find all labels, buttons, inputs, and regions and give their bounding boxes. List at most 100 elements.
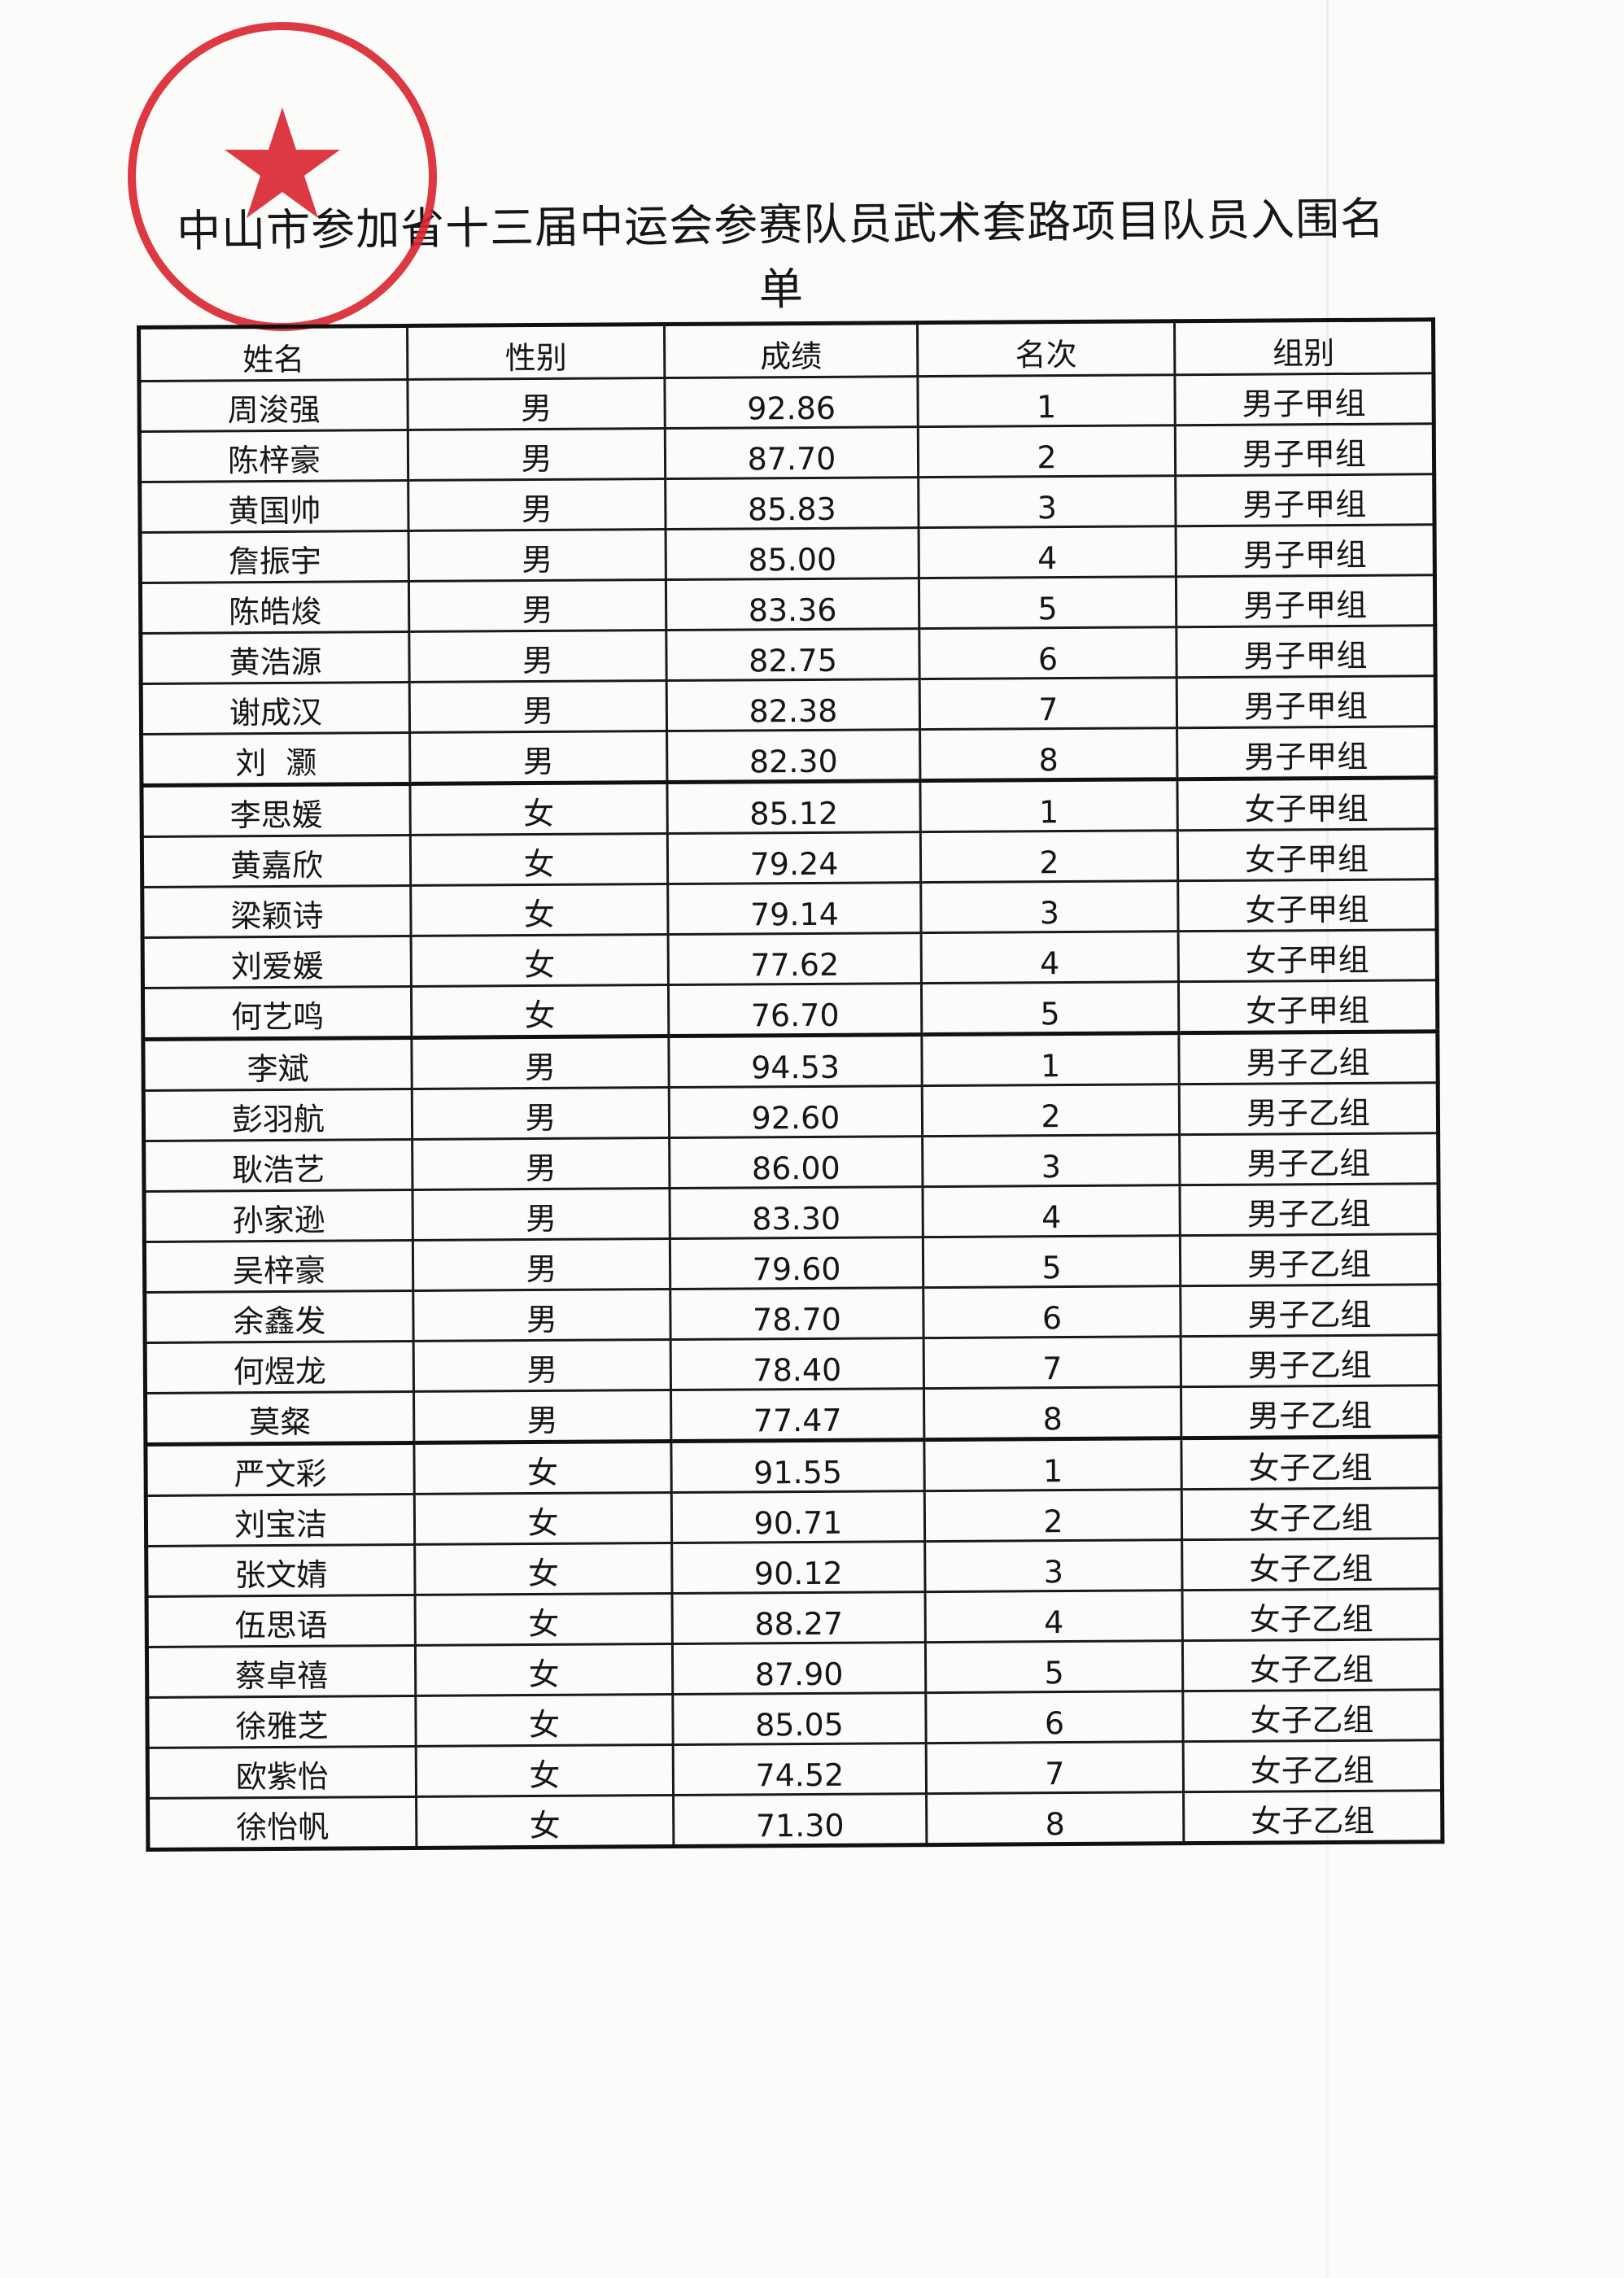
cell-rank: 7	[923, 1336, 1181, 1389]
cell-rank: 5	[925, 1640, 1183, 1693]
cell-rank: 6	[923, 1285, 1181, 1338]
cell-score: 83.30	[669, 1186, 923, 1239]
cell-score: 79.60	[670, 1237, 923, 1290]
cell-rank: 8	[923, 1386, 1181, 1440]
cell-name: 伍思语	[146, 1595, 416, 1647]
table-row: 吴梓豪男 79.60 5 男子乙组	[144, 1233, 1439, 1293]
cell-name: 黄嘉欣	[142, 835, 411, 888]
cell-gender: 男	[409, 731, 667, 784]
cell-gender: 男	[408, 478, 666, 531]
cell-name: 严文彩	[145, 1442, 415, 1496]
cell-gender: 女	[411, 984, 669, 1038]
cell-score: 78.40	[670, 1338, 924, 1390]
table-row: 李斌男 94.53 1 男子乙组	[142, 1031, 1438, 1091]
table-row: 徐雅芝女 85.05 6 女子乙组	[146, 1689, 1443, 1748]
cell-name: 周浚强	[138, 379, 408, 432]
cell-rank: 3	[918, 475, 1177, 528]
cell-gender: 女	[414, 1492, 672, 1545]
cell-group: 女子乙组	[1182, 1689, 1443, 1742]
table-row: 孙家逊男 83.30 4 男子乙组	[144, 1183, 1439, 1242]
cell-group: 女子乙组	[1182, 1588, 1442, 1641]
table-row: 梁颖诗女 79.14 3 女子甲组	[142, 879, 1438, 938]
cell-gender: 男	[412, 1188, 670, 1241]
cell-score: 90.71	[671, 1490, 925, 1543]
cell-group: 男子乙组	[1180, 1284, 1440, 1337]
cell-name: 耿浩艺	[143, 1139, 413, 1192]
table-header-row: 姓名 性别 成绩 名次 组别	[138, 319, 1434, 382]
table-row: 余鑫发男 78.70 6 男子乙组	[144, 1284, 1440, 1343]
header-score: 成绩	[664, 322, 918, 378]
cell-score: 85.83	[665, 477, 919, 530]
cell-score: 79.24	[667, 831, 921, 884]
header-group: 组别	[1174, 319, 1434, 375]
cell-group: 女子乙组	[1183, 1739, 1443, 1792]
cell-rank: 7	[926, 1741, 1184, 1794]
cell-group: 男子甲组	[1174, 373, 1434, 425]
cell-score: 92.86	[664, 376, 919, 429]
table-row: 周浚强男 92.86 1 男子甲组	[138, 373, 1434, 432]
cell-gender: 男	[408, 630, 667, 683]
cell-rank: 1	[917, 374, 1176, 427]
header-rank: 名次	[917, 321, 1175, 377]
table-row: 徐怡帆女 71.30 8 女子乙组	[147, 1790, 1443, 1850]
cell-gender: 女	[410, 833, 668, 886]
table-row: 黄嘉欣女 79.24 2 女子甲组	[142, 828, 1437, 888]
cell-rank: 2	[924, 1489, 1182, 1542]
cell-name: 陈梓豪	[139, 430, 408, 482]
cell-gender: 男	[408, 579, 666, 632]
cell-group: 男子甲组	[1176, 574, 1435, 627]
cell-gender: 男	[407, 377, 666, 430]
cell-rank: 2	[920, 830, 1178, 883]
cell-score: 85.00	[666, 527, 919, 580]
cell-name: 詹振宇	[140, 530, 409, 583]
cell-group: 男子乙组	[1179, 1082, 1438, 1135]
cell-gender: 男	[413, 1238, 670, 1291]
cell-gender: 女	[413, 1441, 672, 1495]
cell-group: 女子甲组	[1178, 980, 1438, 1033]
header-gender: 性别	[407, 324, 665, 380]
cell-score: 87.90	[672, 1642, 926, 1695]
cell-name: 孙家逊	[144, 1189, 413, 1242]
cell-gender: 女	[414, 1543, 673, 1595]
cell-rank: 2	[918, 425, 1176, 478]
cell-group: 男子甲组	[1175, 473, 1435, 526]
cell-rank: 5	[923, 1235, 1181, 1288]
roster-table: 姓名 性别 成绩 名次 组别 周浚强男 92.86 1 男子甲组 陈梓豪男 87.70 2 男…	[137, 317, 1445, 1852]
table-row: 何艺鸣女 76.70 5 女子甲组	[142, 980, 1438, 1040]
cell-rank: 7	[919, 677, 1177, 730]
cell-group: 男子甲组	[1175, 423, 1434, 476]
cell-group: 女子甲组	[1177, 879, 1438, 932]
cell-rank: 3	[920, 880, 1179, 933]
table-row: 詹振宇男 85.00 4 男子甲组	[140, 524, 1435, 583]
cell-rank: 2	[922, 1084, 1180, 1137]
cell-group: 女子乙组	[1181, 1538, 1442, 1591]
table-row: 严文彩女 91.55 1 女子乙组	[145, 1436, 1441, 1496]
cell-gender: 女	[409, 782, 668, 836]
cell-score: 77.62	[668, 932, 922, 985]
cell-group: 女子乙组	[1181, 1436, 1441, 1490]
cell-rank: 5	[921, 981, 1179, 1035]
table-row: 张文婧女 90.12 3 女子乙组	[146, 1538, 1442, 1597]
cell-name: 陈皓焌	[140, 581, 409, 634]
table-row: 彭羽航男 92.60 2 男子乙组	[143, 1082, 1438, 1141]
cell-gender: 女	[415, 1643, 673, 1696]
cell-score: 83.36	[666, 578, 919, 631]
cell-rank: 1	[923, 1438, 1182, 1491]
cell-score: 82.38	[666, 679, 920, 731]
cell-name: 李思媛	[141, 783, 411, 837]
table-row: 谢成汉男 82.38 7 男子甲组	[141, 675, 1436, 735]
table-row: 伍思语女 88.27 4 女子乙组	[146, 1588, 1442, 1647]
cell-rank: 3	[922, 1134, 1180, 1187]
cell-score: 91.55	[670, 1439, 925, 1493]
cell-name: 刘爱媛	[142, 936, 412, 988]
cell-gender: 女	[415, 1694, 674, 1747]
cell-name: 余鑫发	[144, 1290, 414, 1343]
cell-gender: 男	[412, 1087, 670, 1140]
cell-group: 女子甲组	[1178, 929, 1438, 982]
cell-group: 男子乙组	[1179, 1183, 1439, 1236]
cell-name: 刘 灏	[141, 732, 410, 786]
cell-score: 82.30	[666, 729, 920, 783]
star-icon	[225, 107, 340, 218]
cell-group: 男子乙组	[1180, 1233, 1439, 1286]
table-row: 欧紫怡女 74.52 7 女子乙组	[147, 1739, 1443, 1799]
